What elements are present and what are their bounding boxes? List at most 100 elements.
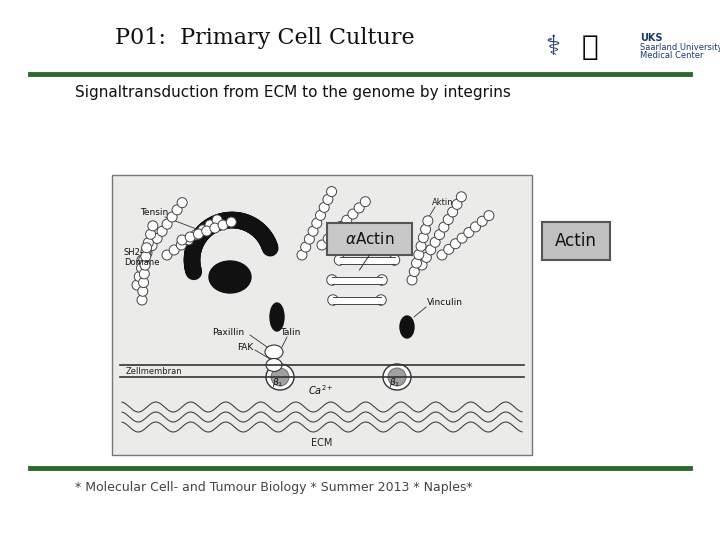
Text: Actin: Actin <box>555 232 597 250</box>
Circle shape <box>185 232 195 242</box>
Ellipse shape <box>328 295 338 305</box>
Circle shape <box>167 212 177 222</box>
Text: Domane: Domane <box>124 258 160 267</box>
Text: P01:  Primary Cell Culture: P01: Primary Cell Culture <box>115 27 415 49</box>
Text: $\alpha$Actin: $\alpha$Actin <box>345 231 395 247</box>
Circle shape <box>184 235 194 245</box>
Circle shape <box>162 250 172 260</box>
Circle shape <box>297 250 307 260</box>
Circle shape <box>414 249 424 260</box>
Circle shape <box>198 225 208 235</box>
Circle shape <box>323 194 333 205</box>
Circle shape <box>319 202 329 212</box>
Circle shape <box>177 235 187 245</box>
Ellipse shape <box>266 359 282 372</box>
FancyBboxPatch shape <box>112 175 532 455</box>
Circle shape <box>137 255 147 265</box>
Circle shape <box>194 229 204 239</box>
Circle shape <box>308 226 318 236</box>
Circle shape <box>305 234 315 244</box>
Text: Talin: Talin <box>280 328 300 337</box>
Circle shape <box>137 295 147 305</box>
Circle shape <box>457 233 467 243</box>
Circle shape <box>137 263 147 273</box>
Circle shape <box>162 219 172 229</box>
Circle shape <box>212 215 222 225</box>
Ellipse shape <box>334 255 345 265</box>
Circle shape <box>407 275 417 285</box>
Text: ECM: ECM <box>311 438 333 448</box>
Circle shape <box>218 220 228 230</box>
Ellipse shape <box>327 275 337 285</box>
Circle shape <box>152 233 162 244</box>
Circle shape <box>327 186 336 197</box>
Circle shape <box>323 234 333 244</box>
Circle shape <box>342 215 352 225</box>
Circle shape <box>142 242 152 253</box>
Circle shape <box>139 269 149 279</box>
Circle shape <box>423 216 433 226</box>
Text: Vinculin: Vinculin <box>427 298 463 307</box>
FancyBboxPatch shape <box>542 222 610 260</box>
Circle shape <box>138 278 148 288</box>
Circle shape <box>138 286 148 296</box>
Circle shape <box>426 245 436 255</box>
Circle shape <box>134 272 144 281</box>
Circle shape <box>448 207 458 217</box>
Circle shape <box>348 209 358 219</box>
Circle shape <box>336 221 346 232</box>
Circle shape <box>226 217 236 227</box>
Bar <box>333 296 381 303</box>
Ellipse shape <box>209 261 251 293</box>
Ellipse shape <box>377 275 387 285</box>
Circle shape <box>139 255 149 265</box>
Ellipse shape <box>376 295 386 305</box>
Circle shape <box>329 228 339 238</box>
Bar <box>332 276 382 284</box>
Circle shape <box>437 250 447 260</box>
Circle shape <box>412 258 421 268</box>
Circle shape <box>169 245 179 255</box>
Text: Zellmembran: Zellmembran <box>126 368 183 376</box>
Text: Signaltransduction from ECM to the genome by integrins: Signaltransduction from ECM to the genom… <box>75 85 511 100</box>
Text: * Molecular Cell- and Tumour Biology * Summer 2013 * Naples*: * Molecular Cell- and Tumour Biology * S… <box>75 482 472 495</box>
Ellipse shape <box>390 255 400 265</box>
Ellipse shape <box>266 364 294 390</box>
Circle shape <box>477 216 487 226</box>
Circle shape <box>470 222 480 232</box>
Circle shape <box>456 192 467 202</box>
Circle shape <box>191 230 201 240</box>
Text: UKS: UKS <box>640 33 662 43</box>
Circle shape <box>145 230 156 239</box>
Circle shape <box>444 214 454 225</box>
Text: FAK: FAK <box>237 343 253 352</box>
Circle shape <box>141 252 150 261</box>
Circle shape <box>409 267 419 276</box>
Circle shape <box>147 241 157 251</box>
Circle shape <box>451 239 460 249</box>
Circle shape <box>444 245 454 254</box>
Circle shape <box>464 227 474 238</box>
Circle shape <box>312 218 322 228</box>
Circle shape <box>421 252 431 262</box>
Ellipse shape <box>265 345 283 359</box>
Text: SH2-: SH2- <box>124 248 144 257</box>
FancyBboxPatch shape <box>327 223 412 255</box>
Circle shape <box>439 222 449 232</box>
Circle shape <box>417 260 427 270</box>
Circle shape <box>210 223 220 233</box>
Ellipse shape <box>400 316 414 338</box>
Circle shape <box>142 248 152 258</box>
Circle shape <box>301 242 311 252</box>
Circle shape <box>205 220 215 230</box>
Circle shape <box>176 240 186 250</box>
Bar <box>340 256 395 264</box>
Circle shape <box>141 246 151 256</box>
Circle shape <box>416 241 426 251</box>
Text: Medical Center: Medical Center <box>640 51 703 60</box>
Text: Saarland University: Saarland University <box>640 43 720 51</box>
Circle shape <box>148 221 158 231</box>
Ellipse shape <box>271 368 289 386</box>
Text: Paxillin: Paxillin <box>212 328 244 337</box>
Circle shape <box>157 226 167 237</box>
